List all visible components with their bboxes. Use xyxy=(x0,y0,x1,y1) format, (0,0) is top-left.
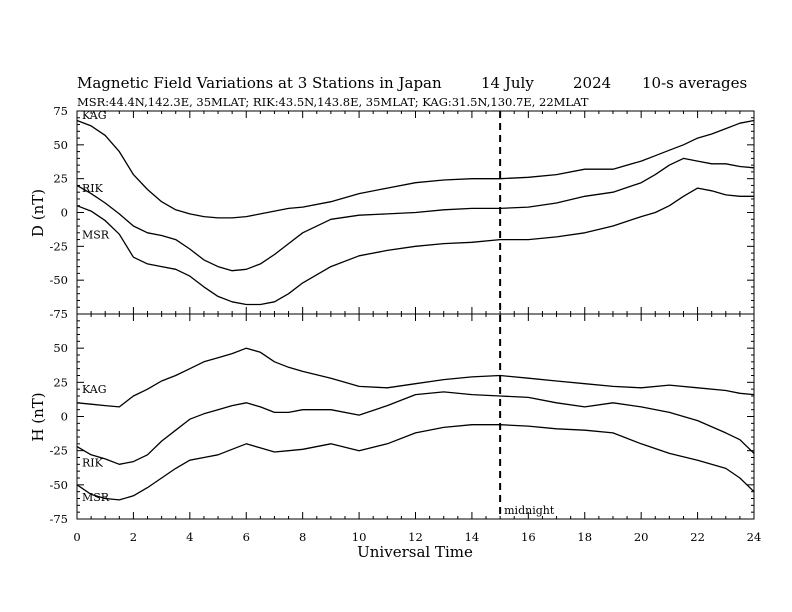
h-label-msr: MSR xyxy=(82,491,110,504)
h-series-rik xyxy=(76,391,755,465)
d-label-kag: KAG xyxy=(82,109,107,122)
d-label-rik: RIK xyxy=(82,182,104,195)
xtick-label: 14 xyxy=(465,530,480,544)
h-ytick-label: -25 xyxy=(49,444,68,458)
h-label-kag: KAG xyxy=(82,383,107,396)
d-axis-label: D (nT) xyxy=(29,189,47,237)
xtick-label: 24 xyxy=(747,530,762,544)
h-ytick-label: 25 xyxy=(53,375,68,389)
xtick-label: 12 xyxy=(408,530,423,544)
h-axis-label: H (nT) xyxy=(29,392,47,441)
chart-title: Magnetic Field Variations at 3 Stations … xyxy=(77,74,442,92)
chart-year: 2024 xyxy=(573,74,611,92)
h-series-msr xyxy=(76,424,755,501)
d-series-rik xyxy=(76,157,755,272)
d-ytick-label: 0 xyxy=(61,206,68,220)
xtick-label: 2 xyxy=(130,530,137,544)
series-labels: KAG RIK MSR KAG RIK MSR xyxy=(82,109,110,504)
xtick-label: 18 xyxy=(577,530,592,544)
xtick-label: 16 xyxy=(521,530,536,544)
d-series-kag xyxy=(76,119,755,219)
d-ytick-label: -75 xyxy=(49,307,68,321)
h-ytick-label: -75 xyxy=(49,512,68,526)
chart-averaging: 10-s averages xyxy=(642,74,747,92)
d-series-msr xyxy=(76,187,754,306)
midnight-label: midnight xyxy=(504,504,555,517)
h-ytick-label: -50 xyxy=(49,478,68,492)
chart-date: 14 July xyxy=(481,74,534,92)
station-coordinates: MSR:44.4N,142.3E, 35MLAT; RIK:43.5N,143.… xyxy=(77,95,589,109)
d-ytick-label: 75 xyxy=(53,104,68,118)
d-ytick-label: -25 xyxy=(49,239,68,253)
xtick-label: 8 xyxy=(299,530,306,544)
xtick-label: 6 xyxy=(243,530,250,544)
xtick-label: 10 xyxy=(352,530,367,544)
xtick-label: 22 xyxy=(690,530,705,544)
h-panel-frame xyxy=(76,313,755,520)
h-series-kag xyxy=(76,347,755,408)
h-label-rik: RIK xyxy=(82,457,104,470)
d-ytick-label: 25 xyxy=(53,172,68,186)
xtick-label: 0 xyxy=(73,530,80,544)
x-axis-label: Universal Time xyxy=(357,543,473,561)
d-ytick-label: -50 xyxy=(49,273,68,287)
d-ytick-label: 50 xyxy=(53,138,68,152)
xtick-label: 20 xyxy=(634,530,649,544)
d-label-msr: MSR xyxy=(82,229,110,242)
h-ytick-label: 50 xyxy=(53,341,68,355)
xtick-label: 4 xyxy=(186,530,193,544)
series-lines xyxy=(76,119,755,501)
h-ytick-label: 0 xyxy=(61,410,68,424)
